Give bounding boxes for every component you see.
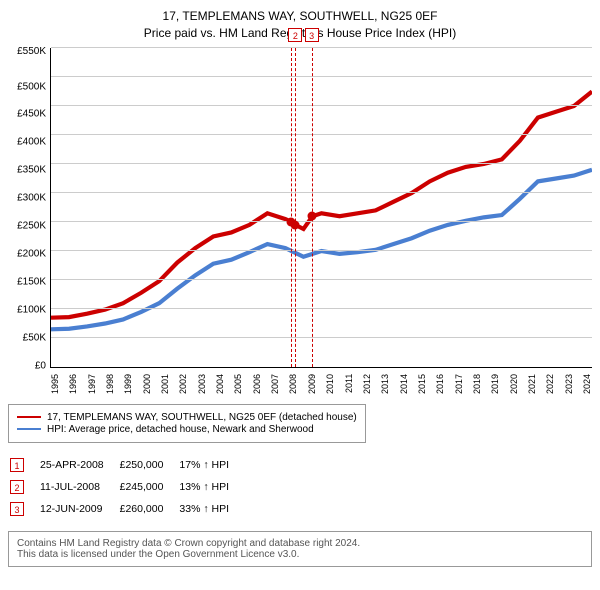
attribution-footer: Contains HM Land Registry data © Crown c… <box>8 531 592 567</box>
x-axis-labels: 1995 1996 1997 1998 1999 2000 2001 2002 2003 2004… <box>50 374 592 394</box>
sale-delta: 13% ↑ HPI <box>179 477 243 497</box>
sale-id-badge: 2 <box>10 480 24 494</box>
sale-dot <box>291 220 300 229</box>
sale-delta: 17% ↑ HPI <box>179 455 243 475</box>
legend-label: 17, TEMPLEMANS WAY, SOUTHWELL, NG25 0EF … <box>47 412 357 423</box>
sale-vline <box>295 48 296 367</box>
legend-swatch <box>17 428 41 430</box>
y-tick-label: £150K <box>8 276 46 287</box>
x-tick-label: 2013 <box>380 374 390 394</box>
sale-price: £245,000 <box>120 477 178 497</box>
gridline <box>51 47 592 48</box>
sale-date: 12-JUN-2009 <box>40 499 118 519</box>
legend-row: 17, TEMPLEMANS WAY, SOUTHWELL, NG25 0EF … <box>17 412 357 423</box>
x-tick-label: 2017 <box>454 374 464 394</box>
x-tick-label: 2022 <box>545 374 555 394</box>
y-tick-label: £0 <box>8 360 46 371</box>
gridline <box>51 337 592 338</box>
y-tick-label: £100K <box>8 304 46 315</box>
price-chart: £550K £500K £450K £400K £350K £300K £250K £200K… <box>8 48 592 394</box>
x-tick-label: 2020 <box>509 374 519 394</box>
x-tick-label: 2011 <box>344 374 354 394</box>
sale-id-badge: 1 <box>10 458 24 472</box>
y-tick-label: £500K <box>8 81 46 92</box>
x-tick-label: 2014 <box>399 374 409 394</box>
sale-dot <box>307 211 316 220</box>
gridline <box>51 221 592 222</box>
sale-price: £260,000 <box>120 499 178 519</box>
sale-marker-badge: 3 <box>305 28 319 42</box>
sales-history-table: 1 25-APR-2008£250,00017% ↑ HPI 2 11-JUL-200… <box>8 453 245 521</box>
x-tick-label: 2024 <box>582 374 592 394</box>
title-address: 17, TEMPLEMANS WAY, SOUTHWELL, NG25 0EF <box>8 8 592 25</box>
sale-delta: 33% ↑ HPI <box>179 499 243 519</box>
sale-price: £250,000 <box>120 455 178 475</box>
sale-row: 2 11-JUL-2008£245,00013% ↑ HPI <box>10 477 243 497</box>
gridline <box>51 105 592 106</box>
sale-date: 25-APR-2008 <box>40 455 118 475</box>
y-tick-label: £200K <box>8 248 46 259</box>
gridline <box>51 279 592 280</box>
y-axis-labels: £550K £500K £450K £400K £350K £300K £250K £200K… <box>8 48 50 366</box>
sale-vline <box>312 48 313 367</box>
legend-label: HPI: Average price, detached house, Newa… <box>47 424 314 435</box>
gridline <box>51 134 592 135</box>
x-tick-label: 2023 <box>564 374 574 394</box>
sale-row: 1 25-APR-2008£250,00017% ↑ HPI <box>10 455 243 475</box>
x-tick-label: 1996 <box>68 374 78 394</box>
x-tick-label: 2005 <box>233 374 243 394</box>
legend-row: HPI: Average price, detached house, Newa… <box>17 424 357 435</box>
y-tick-label: £400K <box>8 137 46 148</box>
gridline <box>51 308 592 309</box>
sale-vline <box>291 48 292 367</box>
y-tick-label: £50K <box>8 332 46 343</box>
x-tick-label: 2012 <box>362 374 372 394</box>
x-tick-label: 2000 <box>142 374 152 394</box>
gridline <box>51 163 592 164</box>
x-tick-label: 2003 <box>197 374 207 394</box>
gridline <box>51 250 592 251</box>
x-tick-label: 2021 <box>527 374 537 394</box>
gridline <box>51 192 592 193</box>
gridline <box>51 76 592 77</box>
x-tick-label: 2004 <box>215 374 225 394</box>
plot-area: 23 <box>50 48 592 368</box>
x-tick-label: 2009 <box>307 374 317 394</box>
x-tick-label: 1997 <box>87 374 97 394</box>
y-tick-label: £350K <box>8 165 46 176</box>
x-tick-label: 2001 <box>160 374 170 394</box>
sale-marker-badge: 2 <box>288 28 302 42</box>
sale-id-badge: 3 <box>10 502 24 516</box>
y-tick-label: £450K <box>8 109 46 120</box>
sale-row: 3 12-JUN-2009£260,00033% ↑ HPI <box>10 499 243 519</box>
x-tick-label: 2008 <box>288 374 298 394</box>
x-tick-label: 2015 <box>417 374 427 394</box>
y-tick-label: £250K <box>8 221 46 232</box>
chart-legend: 17, TEMPLEMANS WAY, SOUTHWELL, NG25 0EF … <box>8 404 366 443</box>
x-tick-label: 2002 <box>178 374 188 394</box>
y-tick-label: £300K <box>8 193 46 204</box>
x-tick-label: 1999 <box>123 374 133 394</box>
x-tick-label: 2010 <box>325 374 335 394</box>
x-tick-label: 2019 <box>490 374 500 394</box>
footer-line: Contains HM Land Registry data © Crown c… <box>17 538 583 549</box>
x-tick-label: 2018 <box>472 374 482 394</box>
x-tick-label: 1995 <box>50 374 60 394</box>
x-tick-label: 2007 <box>270 374 280 394</box>
legend-swatch <box>17 416 41 418</box>
x-tick-label: 1998 <box>105 374 115 394</box>
series-lines <box>51 48 592 367</box>
x-tick-label: 2016 <box>435 374 445 394</box>
sale-date: 11-JUL-2008 <box>40 477 118 497</box>
x-tick-label: 2006 <box>252 374 262 394</box>
y-tick-label: £550K <box>8 46 46 57</box>
footer-line: This data is licensed under the Open Gov… <box>17 549 583 560</box>
